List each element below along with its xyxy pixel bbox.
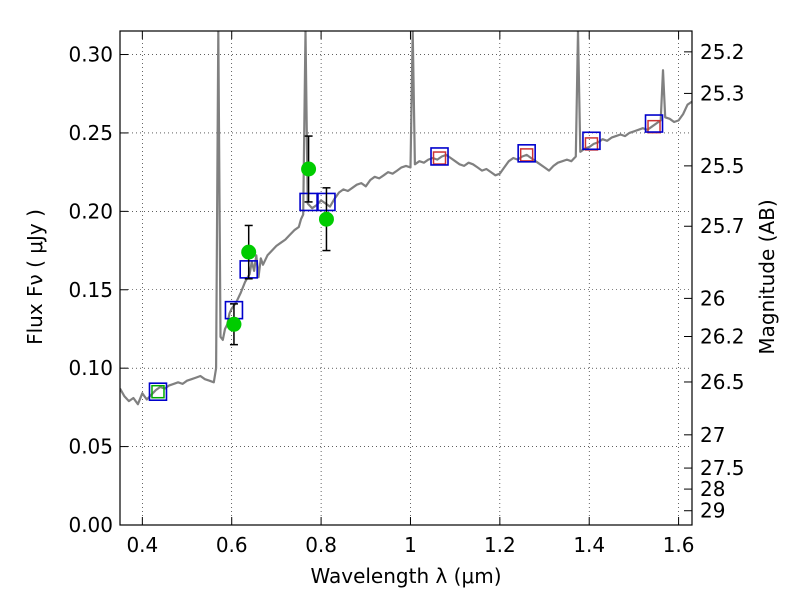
right-tick-label: 29	[700, 499, 725, 523]
x-axis-label: Wavelength λ (μm)	[310, 564, 501, 588]
model-photometry-square	[644, 114, 664, 133]
right-tick-label: 26	[700, 286, 725, 310]
y-tick-label: 0.25	[68, 121, 113, 145]
x-tick-label: 1	[404, 533, 417, 557]
observed-flux-point	[241, 244, 257, 260]
right-tick-label: 28	[700, 477, 725, 501]
observed-flux-point	[301, 161, 317, 177]
y-tick-label: 0.30	[68, 43, 113, 67]
x-tick-label: 0.4	[126, 533, 158, 557]
sed-model-line	[120, 31, 692, 406]
model-photometry-square	[517, 144, 536, 163]
observed-flux-point	[318, 211, 334, 227]
y-tick-label: 0.05	[68, 435, 113, 459]
grid-lines	[120, 31, 692, 526]
x-tick-label: 0.8	[305, 533, 337, 557]
x-tick-label: 1.4	[573, 533, 605, 557]
y-tick-label: 0.15	[68, 278, 113, 302]
inner-photometry-square	[432, 151, 447, 165]
series-layer	[120, 31, 692, 406]
model-photometry-square	[582, 131, 601, 151]
plot-frame	[119, 30, 693, 526]
model-photometry-square	[430, 147, 449, 166]
inner-photometry-square	[519, 148, 534, 162]
tick-layer: 0.4 0.6 0.8 1 1.2 1.4 1.6 0.00 0.05 0.10 0.15 0.20 0…	[68, 31, 745, 557]
x-tick-label: 1.6	[663, 533, 695, 557]
inner-photometry-square	[151, 384, 165, 399]
right-axis-label: Magnitude (AB)	[755, 199, 779, 354]
y-tick-label: 0.10	[68, 356, 113, 380]
right-tick-label: 25.7	[700, 214, 745, 238]
model-photometry-square	[148, 382, 168, 401]
y-tick-label: 0.00	[68, 513, 113, 537]
x-tick-label: 0.6	[216, 533, 248, 557]
y-axis-label: Flux Fν ( μJy )	[23, 209, 47, 345]
observed-flux-point	[226, 316, 242, 332]
right-tick-label: 25.5	[700, 154, 745, 178]
right-tick-label: 26.5	[700, 370, 745, 394]
right-tick-label: 27	[700, 423, 725, 447]
x-tick-label: 1.2	[484, 533, 516, 557]
right-tick-label: 25.3	[700, 81, 745, 105]
right-tick-label: 27.5	[700, 456, 745, 480]
right-tick-label: 26.2	[700, 324, 745, 348]
y-tick-label: 0.20	[68, 199, 113, 223]
right-tick-label: 25.2	[700, 40, 745, 64]
